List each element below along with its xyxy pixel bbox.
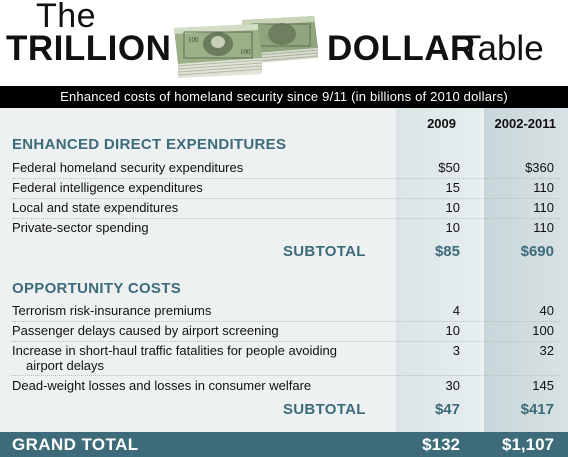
row-value-2002-2011: 100 — [532, 323, 554, 338]
row-value-2009: 10 — [445, 220, 460, 235]
money-stack-image: 100 100 — [174, 16, 319, 78]
row-divider — [12, 341, 560, 342]
row-value-2009: 15 — [445, 180, 460, 195]
grand-total-2002-2011: $1,107 — [502, 435, 554, 454]
row-divider — [12, 198, 560, 199]
row-label: Local and state expenditures — [12, 200, 179, 215]
title-table: Table — [460, 29, 544, 68]
svg-text:100: 100 — [188, 36, 199, 44]
row-divider — [12, 218, 560, 219]
row-value-2009: 10 — [445, 323, 460, 338]
subtotal-label: SUBTOTAL — [283, 243, 366, 260]
grand-total-2009: $132 — [422, 435, 460, 454]
title-dollar: DOLLAR — [327, 29, 476, 68]
subtotal-2002-2011: $417 — [520, 401, 554, 418]
row-value-2009: 10 — [445, 200, 460, 215]
column-gap — [480, 108, 484, 432]
row-label-continued: airport delays — [26, 358, 105, 373]
column-header-2009: 2009 — [427, 116, 456, 131]
grand-total-bar: GRAND TOTAL $132 $1,107 — [0, 432, 568, 457]
row-value-2009: 3 — [452, 343, 460, 358]
row-divider — [12, 178, 560, 179]
subtotal-2009: $47 — [434, 401, 460, 418]
row-value-2002-2011: 40 — [539, 303, 554, 318]
row-label: Dead-weight losses and losses in consume… — [12, 378, 312, 393]
row-label: Passenger delays caused by airport scree… — [12, 323, 279, 338]
row-value-2002-2011: 145 — [532, 378, 554, 393]
row-label: Private-sector spending — [12, 220, 149, 235]
subtotal-label: SUBTOTAL — [283, 401, 366, 418]
grand-total-label: GRAND TOTAL — [12, 435, 139, 454]
row-value-2009: 4 — [452, 303, 460, 318]
subtitle-bar: Enhanced costs of homeland security sinc… — [0, 86, 568, 108]
column-range-background — [484, 108, 568, 432]
money-stack-front: 100 100 — [174, 24, 263, 78]
svg-text:100: 100 — [240, 48, 251, 56]
row-divider — [12, 321, 560, 322]
row-value-2002-2011: 110 — [533, 200, 554, 215]
row-label: Terrorism risk-insurance premiums — [12, 303, 212, 318]
section-title-opportunity-costs: OPPORTUNITY COSTS — [12, 280, 182, 297]
row-divider — [12, 375, 560, 376]
money-stack-back — [242, 16, 319, 64]
title-the: The — [36, 0, 97, 35]
column-2009-background — [396, 108, 480, 432]
row-value-2002-2011: 110 — [533, 180, 554, 195]
column-header-2002-2011: 2002-2011 — [494, 116, 556, 131]
subtotal-2009: $85 — [434, 243, 460, 260]
row-label: Federal homeland security expenditures — [12, 160, 244, 175]
row-value-2009: $50 — [438, 160, 460, 175]
title-trillion: TRILLION — [6, 29, 172, 68]
row-value-2002-2011: 110 — [533, 220, 554, 235]
section-title-direct-expenditures: ENHANCED DIRECT EXPENDITURES — [12, 136, 287, 153]
row-value-2009: 30 — [445, 378, 460, 393]
table-body: 2009 2002-2011 ENHANCED DIRECT EXPENDITU… — [0, 108, 568, 432]
header: The TRILLION 100 100 DOLLAR Ta — [0, 0, 568, 86]
subtotal-2002-2011: $690 — [520, 243, 554, 260]
row-label: Increase in short-haul traffic fatalitie… — [12, 343, 337, 358]
row-value-2002-2011: 32 — [539, 343, 554, 358]
row-value-2002-2011: $360 — [525, 160, 554, 175]
row-label: Federal intelligence expenditures — [12, 180, 203, 195]
